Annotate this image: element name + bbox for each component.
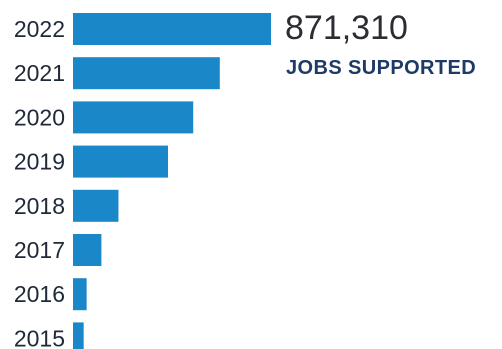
year-label-2016: 2016	[14, 281, 65, 307]
year-label-2015: 2015	[14, 325, 65, 349]
bar-2020	[73, 101, 194, 134]
bar-2016	[73, 278, 87, 311]
bar-2022	[73, 13, 271, 45]
bar-group	[73, 13, 271, 349]
year-label-2020: 2020	[14, 104, 65, 130]
jobs-supported-caption: JOBS SUPPORTED	[286, 57, 477, 79]
bar-2018	[73, 189, 119, 222]
year-label-2018: 2018	[14, 193, 65, 219]
bar-2015	[73, 322, 84, 349]
bar-2019	[73, 145, 168, 178]
year-label-2022: 2022	[14, 16, 65, 42]
total-jobs-value: 871,310	[285, 9, 408, 47]
tick-label-group: 2022 2021 2020 2019 2018 2017 2016 2015	[14, 16, 65, 349]
year-label-2017: 2017	[14, 237, 65, 263]
bar-2017	[73, 234, 102, 266]
year-label-2021: 2021	[14, 60, 65, 86]
year-label-2019: 2019	[14, 149, 65, 175]
bar-2021	[73, 57, 220, 90]
